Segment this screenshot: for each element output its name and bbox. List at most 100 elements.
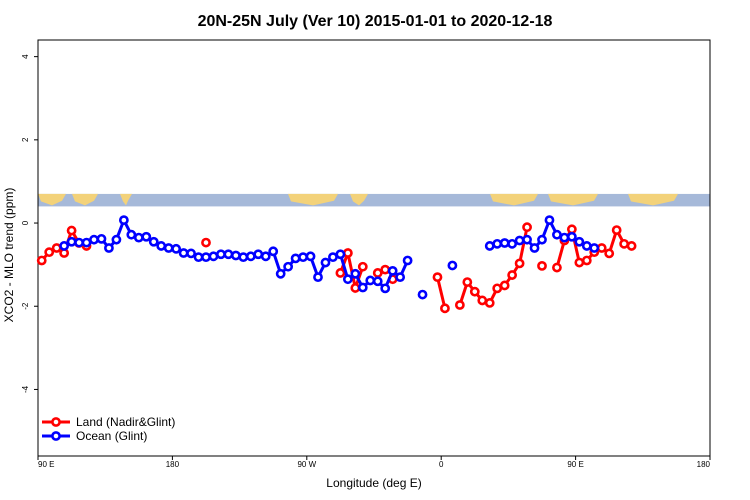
data-point <box>357 261 368 272</box>
data-point <box>484 241 495 251</box>
data-point <box>133 232 144 243</box>
data-point <box>342 274 353 285</box>
x-tick-label: 180 <box>166 460 180 469</box>
data-point <box>372 276 383 287</box>
series-ocean <box>59 215 600 300</box>
data-point <box>604 248 615 259</box>
x-tick-label: 90 E <box>567 460 583 469</box>
map-land <box>628 193 678 206</box>
data-point <box>350 283 361 293</box>
legend-item: Land (Nadir&Glint) <box>42 415 175 429</box>
data-point <box>522 234 532 245</box>
data-point <box>514 258 525 269</box>
data-point <box>596 243 607 253</box>
data-point <box>454 300 465 310</box>
data-point <box>238 252 249 263</box>
data-point <box>589 243 600 253</box>
map-land <box>350 193 368 206</box>
data-point <box>216 249 226 260</box>
map-land <box>548 193 598 206</box>
data-point <box>335 268 346 278</box>
data-point <box>89 234 99 245</box>
chart-title: 20N-25N July (Ver 10) 2015-01-01 to 2020… <box>198 13 553 30</box>
data-point <box>522 222 532 233</box>
data-point <box>365 275 376 286</box>
map-land <box>72 193 98 206</box>
data-point <box>104 243 114 253</box>
data-point <box>320 257 331 268</box>
data-point <box>59 241 70 251</box>
data-point <box>148 236 159 247</box>
data-point <box>178 248 189 258</box>
legend: Land (Nadir&Glint)Ocean (Glint) <box>42 415 175 443</box>
data-point <box>492 283 503 294</box>
data-point <box>201 237 211 248</box>
data-point <box>171 243 182 254</box>
data-point <box>469 286 480 297</box>
data-point <box>96 233 107 244</box>
data-point <box>447 260 458 271</box>
data-point <box>36 255 47 266</box>
data-point <box>66 225 77 236</box>
data-point <box>581 241 592 251</box>
data-point <box>350 268 361 279</box>
data-point <box>626 241 637 251</box>
data-point <box>477 295 488 306</box>
x-axis-label: Longitude (deg E) <box>326 476 421 490</box>
data-point <box>529 243 540 253</box>
x-tick-label: 0 <box>439 460 444 469</box>
data-point <box>283 261 294 272</box>
data-point <box>484 298 495 308</box>
data-point <box>260 251 271 262</box>
legend-marker <box>51 431 61 441</box>
data-point <box>141 231 152 242</box>
data-point <box>193 252 204 263</box>
data-point <box>253 249 264 260</box>
legend-label: Land (Nadir&Glint) <box>76 415 175 429</box>
data-point <box>552 262 562 273</box>
x-axis: 90 E 180 90 W 0 90 E 180 <box>37 456 711 469</box>
map-land <box>38 193 66 206</box>
data-point <box>156 241 167 251</box>
data-point <box>432 272 443 283</box>
data-point <box>298 252 308 263</box>
data-point <box>514 235 525 246</box>
data-point <box>507 238 518 249</box>
map-ocean <box>38 193 710 207</box>
data-point <box>201 252 211 263</box>
y-axis: 4 2 0 -2 -4 <box>21 54 38 393</box>
plot-frame <box>37 39 711 457</box>
legend-label: Ocean (Glint) <box>76 429 147 443</box>
data-point <box>126 229 137 240</box>
data-point <box>328 252 338 263</box>
data-point <box>559 232 570 243</box>
x-tick-label: 90 W <box>297 460 316 469</box>
y-axis-label: XCO2 - MLO trend (ppm) <box>2 188 16 323</box>
data-point <box>537 234 547 245</box>
data-point <box>66 236 77 247</box>
data-point <box>372 268 383 278</box>
data-point <box>417 289 428 300</box>
data-point <box>313 272 323 283</box>
map-strip <box>38 193 710 207</box>
y-tick-label: 0 <box>21 220 30 225</box>
series-line <box>458 226 529 306</box>
data-point <box>581 255 592 266</box>
data-point <box>342 248 353 258</box>
data-point <box>402 255 413 266</box>
data-point <box>611 225 622 236</box>
data-point <box>81 237 92 248</box>
y-tick-label: -2 <box>21 302 30 310</box>
data-point <box>574 257 585 268</box>
x-tick-label: 90 E <box>38 460 54 469</box>
data-point <box>499 280 510 291</box>
data-point <box>44 247 55 258</box>
data-point <box>462 277 473 288</box>
data-point <box>440 303 450 314</box>
data-point <box>619 238 630 249</box>
data-point <box>566 224 577 235</box>
data-point <box>492 238 503 249</box>
data-point <box>552 229 562 240</box>
data-point <box>380 264 391 275</box>
data-point <box>51 243 62 253</box>
